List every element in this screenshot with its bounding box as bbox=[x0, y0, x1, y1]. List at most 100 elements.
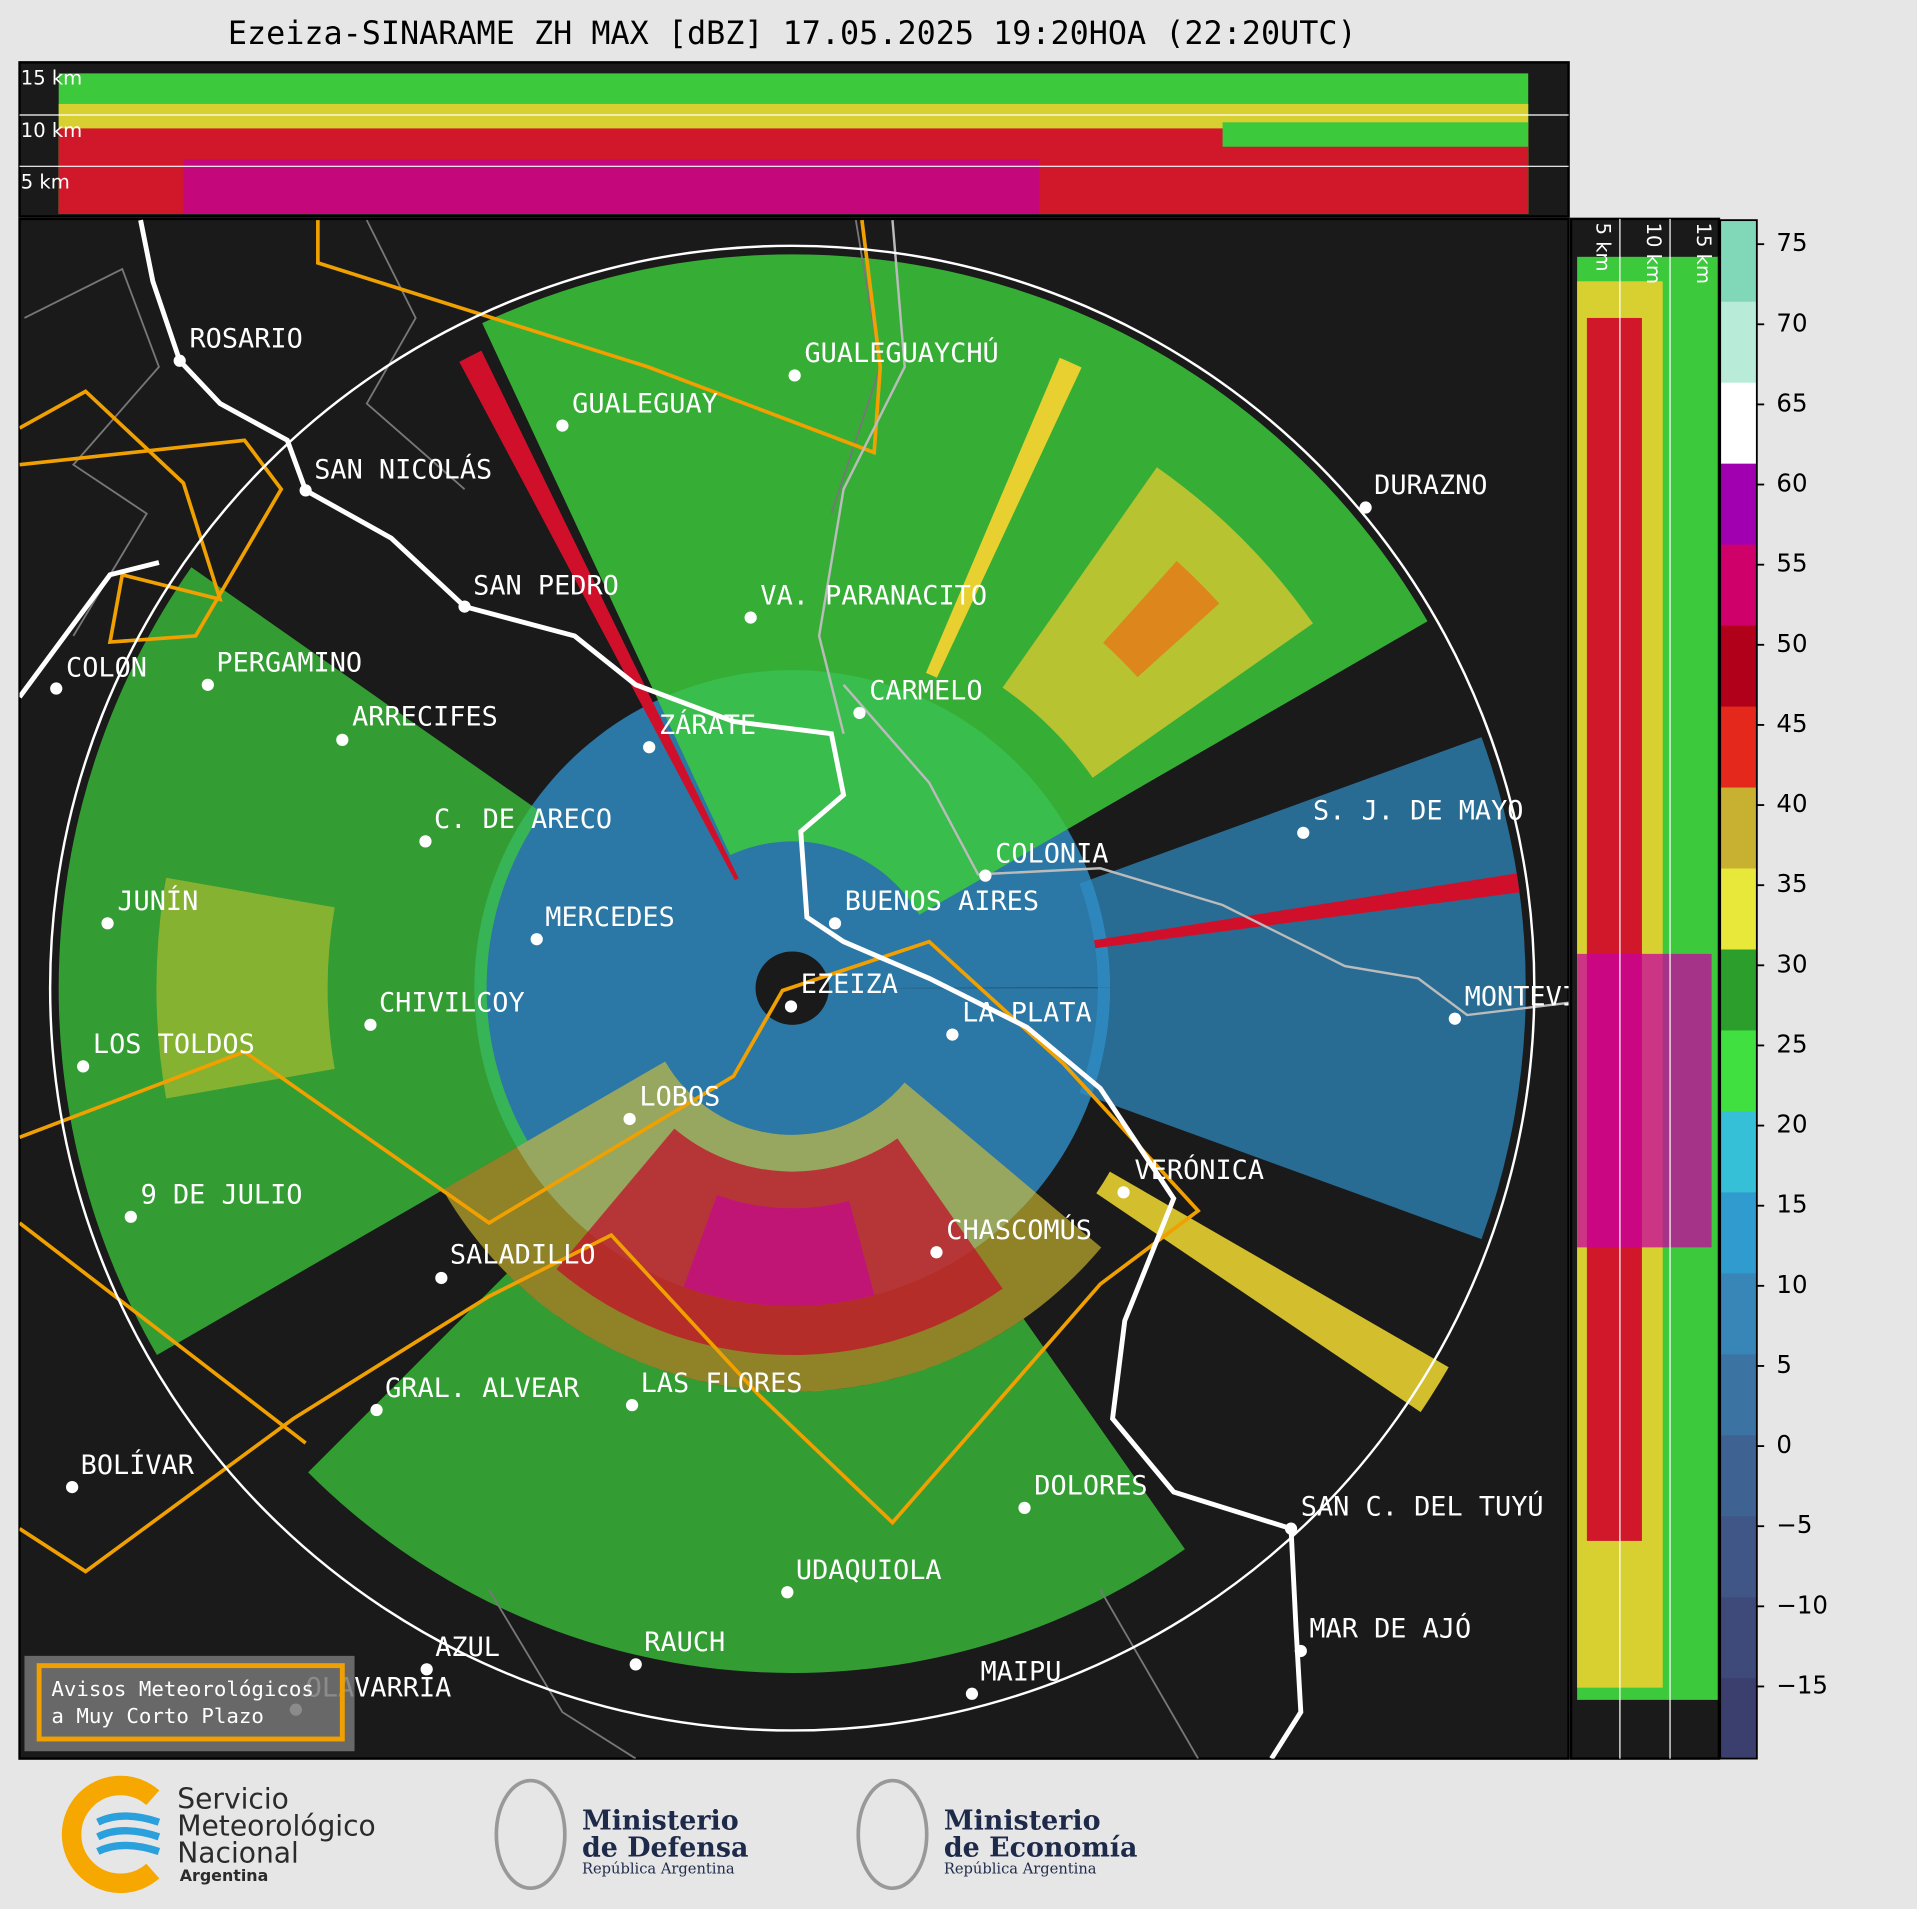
colorbar-tick-label: 60 bbox=[1776, 469, 1807, 498]
colorbar-tick-label: 50 bbox=[1776, 629, 1807, 658]
city-dot bbox=[299, 484, 312, 497]
city-label: DURAZNO bbox=[1374, 470, 1487, 501]
height-label: 10 km bbox=[1642, 223, 1665, 284]
city-label: ARRECIFES bbox=[352, 701, 498, 732]
city-label: UDAQUIOLA bbox=[796, 1555, 942, 1586]
colorbar-segment bbox=[1720, 867, 1757, 950]
colorbar-tick-label: 70 bbox=[1776, 308, 1807, 337]
economia-logo: Ministerio de Economía República Argenti… bbox=[856, 1778, 1137, 1891]
echo-area bbox=[683, 1194, 875, 1307]
height-label: 5 km bbox=[21, 170, 70, 193]
colorbar-tick-label: 25 bbox=[1776, 1029, 1807, 1058]
city-label: ROSARIO bbox=[189, 323, 302, 354]
city-label: S. J. DE MAYO bbox=[1313, 796, 1523, 827]
colorbar-tick-label: 0 bbox=[1776, 1430, 1792, 1459]
title: Ezeiza-SINARAME ZH MAX [dBZ] 17.05.2025 … bbox=[228, 15, 1357, 52]
city-label: RAUCH bbox=[644, 1627, 725, 1658]
city-label: BUENOS AIRES bbox=[845, 886, 1039, 917]
colorbar-segment bbox=[1720, 948, 1757, 1031]
legend-text: a Muy Corto Plazo bbox=[51, 1704, 264, 1728]
colorbar-segment bbox=[1720, 220, 1757, 302]
city-dot bbox=[784, 1000, 798, 1013]
echo-area bbox=[308, 1273, 1185, 1673]
logo-text: República Argentina bbox=[944, 1861, 1097, 1878]
logo-text: Ministerio bbox=[582, 1806, 739, 1837]
city-dot bbox=[1018, 1501, 1031, 1514]
seal bbox=[856, 1778, 929, 1891]
logo-text: Meteorológico bbox=[177, 1810, 375, 1843]
city-dot bbox=[556, 419, 569, 432]
city-label: SALADILLO bbox=[450, 1239, 596, 1270]
city-dot bbox=[1117, 1186, 1130, 1199]
colorbar-segment bbox=[1720, 1110, 1757, 1193]
logo-arc bbox=[61, 1775, 160, 1894]
city-dot bbox=[930, 1246, 943, 1259]
city-dot bbox=[1297, 826, 1310, 839]
city-dot bbox=[435, 1271, 448, 1285]
echo-area bbox=[482, 254, 1428, 915]
colorbar-tick-label: −5 bbox=[1776, 1510, 1812, 1539]
city-label: DOLORES bbox=[1034, 1471, 1147, 1502]
city-label: BOLÍVAR bbox=[81, 1449, 195, 1481]
river-coast bbox=[817, 220, 1569, 1017]
height-label: 10 km bbox=[21, 119, 82, 142]
river-coast bbox=[19, 560, 160, 699]
logo-text: Servicio bbox=[177, 1783, 289, 1816]
colorbar-tick-label: 45 bbox=[1776, 709, 1807, 738]
city-label: LOS TOLDOS bbox=[93, 1029, 255, 1060]
smn-logo: Servicio Meteorológico Nacional Argentin… bbox=[61, 1775, 376, 1894]
city-label: GUALEGUAY bbox=[572, 388, 718, 419]
seal bbox=[494, 1778, 567, 1891]
city-dot bbox=[946, 1028, 959, 1041]
city-label: JUNÍN bbox=[117, 885, 198, 917]
city-dot bbox=[629, 1658, 642, 1671]
city-label: COLON bbox=[66, 652, 147, 683]
side-echo bbox=[1577, 256, 1718, 1700]
colorbar-segment bbox=[1720, 1434, 1757, 1517]
city-label: C. DE ARECO bbox=[434, 804, 612, 835]
city-label: MAR DE AJÓ bbox=[1309, 1613, 1471, 1645]
colorbar-tick-label: 55 bbox=[1776, 549, 1807, 578]
city-label: COLONIA bbox=[995, 838, 1108, 869]
city-label: SAN PEDRO bbox=[473, 571, 619, 602]
colorbar-segment bbox=[1720, 786, 1757, 869]
city-dot bbox=[1294, 1644, 1307, 1658]
city-dot bbox=[744, 611, 757, 624]
colorbar-segment bbox=[1720, 463, 1757, 545]
city-label: SAN NICOLÁS bbox=[314, 453, 492, 485]
colorbar-segment bbox=[1720, 624, 1757, 707]
colorbar-tick-label: 65 bbox=[1776, 388, 1807, 417]
city-label: GRAL. ALVEAR bbox=[385, 1373, 580, 1404]
city-dot bbox=[828, 917, 842, 930]
colorbar-segment bbox=[1720, 382, 1757, 464]
legend-swatch bbox=[36, 1663, 345, 1742]
city-label: LAS FLORES bbox=[641, 1368, 803, 1399]
colorbar-tick-label: 35 bbox=[1776, 869, 1807, 898]
colorbar-segment bbox=[1720, 1677, 1757, 1760]
city-label: VA. PARANACITO bbox=[760, 580, 987, 611]
city-dot bbox=[530, 933, 543, 946]
city-dot bbox=[201, 678, 214, 691]
logo-text: Ministerio bbox=[944, 1806, 1101, 1837]
colorbar-segment bbox=[1720, 301, 1757, 383]
city-dot bbox=[1359, 501, 1372, 514]
colorbar-tick-label: 10 bbox=[1776, 1270, 1807, 1299]
city-dot bbox=[979, 869, 992, 882]
logo-text: Nacional bbox=[177, 1837, 299, 1870]
echo-area bbox=[1079, 737, 1526, 1240]
colorbar-tick-label: 40 bbox=[1776, 789, 1807, 818]
city-dot bbox=[370, 1403, 383, 1417]
city-label: PERGAMINO bbox=[216, 648, 362, 679]
colorbar-segment bbox=[1720, 544, 1757, 626]
city-label: EZEIZA bbox=[801, 969, 898, 1000]
city-dot bbox=[1448, 1012, 1461, 1025]
city-dot bbox=[643, 741, 656, 754]
echo-area bbox=[156, 877, 335, 1099]
city-dot bbox=[1284, 1522, 1298, 1535]
city-label: SAN C. DEL TUYÚ bbox=[1301, 1490, 1544, 1522]
colorbar-tick-label: 30 bbox=[1776, 949, 1807, 978]
logo-waves bbox=[96, 1812, 161, 1856]
colorbar-tick-label: −15 bbox=[1776, 1670, 1828, 1699]
colorbar-frame bbox=[1719, 219, 1758, 1760]
